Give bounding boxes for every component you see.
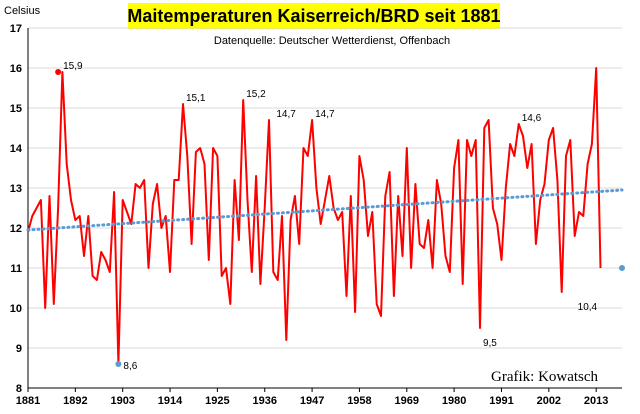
max-marker xyxy=(55,69,62,75)
series-layer xyxy=(26,67,624,365)
data-label: 10,4 xyxy=(578,302,598,313)
x-tick-label: 1947 xyxy=(300,395,324,407)
data-label: 9,5 xyxy=(483,338,497,349)
x-tick-label: 1925 xyxy=(205,395,229,407)
x-tick-label: 1936 xyxy=(252,395,276,407)
min-marker xyxy=(115,361,122,367)
x-tick-label: 1903 xyxy=(110,395,134,407)
title-background xyxy=(128,3,500,29)
y-tick-label: 14 xyxy=(10,143,23,155)
x-tick-label: 1980 xyxy=(442,395,466,407)
x-tick-label: 1914 xyxy=(158,395,183,407)
marker-layer xyxy=(55,69,625,367)
data-label: 15,9 xyxy=(63,61,83,72)
y-tick-label: 9 xyxy=(16,343,22,355)
axes: 8 9 10 11 12 13 14 15 16 17 1881 1892 1903 1914 1925 19… xyxy=(10,23,622,407)
x-tick-label: 1969 xyxy=(395,395,419,407)
x-tick-label: 2002 xyxy=(537,395,561,407)
data-label: 15,1 xyxy=(186,93,206,104)
label-layer: 15,9 8,6 15,1 15,2 14,7 14,7 14,6 9,5 10,4 xyxy=(63,61,597,372)
y-tick-label: 10 xyxy=(10,303,22,315)
chart-credit: Grafik: Kowatsch xyxy=(491,369,599,385)
x-tick-label: 1892 xyxy=(63,395,87,407)
temperature-series-line xyxy=(27,67,602,365)
data-label: 15,2 xyxy=(246,89,266,100)
min-marker xyxy=(619,265,625,271)
data-label: 8,6 xyxy=(123,361,137,372)
data-label: 14,7 xyxy=(315,109,335,120)
y-tick-label: 16 xyxy=(10,63,22,75)
x-tick-label: 2013 xyxy=(584,395,608,407)
x-tick-label: 1958 xyxy=(347,395,371,407)
y-tick-label: 11 xyxy=(10,263,22,275)
y-tick-label: 8 xyxy=(16,383,22,395)
x-tick-label: 1881 xyxy=(16,395,40,407)
chart-title: Maitemperaturen Kaiserreich/BRD seit 188… xyxy=(127,6,500,26)
y-tick-label: 13 xyxy=(10,183,22,195)
y-tick-label: 15 xyxy=(10,103,22,115)
data-label: 14,6 xyxy=(522,113,542,124)
data-label: 14,7 xyxy=(276,109,296,120)
y-tick-label: 12 xyxy=(10,223,22,235)
trend-line xyxy=(26,188,624,232)
x-tick-label: 1991 xyxy=(489,395,513,407)
chart-subtitle: Datenquelle: Deutscher Wetterdienst, Off… xyxy=(214,35,450,47)
gridlines xyxy=(28,27,622,349)
y-axis-label: Celsius xyxy=(4,5,41,17)
y-tick-label: 17 xyxy=(10,23,22,35)
